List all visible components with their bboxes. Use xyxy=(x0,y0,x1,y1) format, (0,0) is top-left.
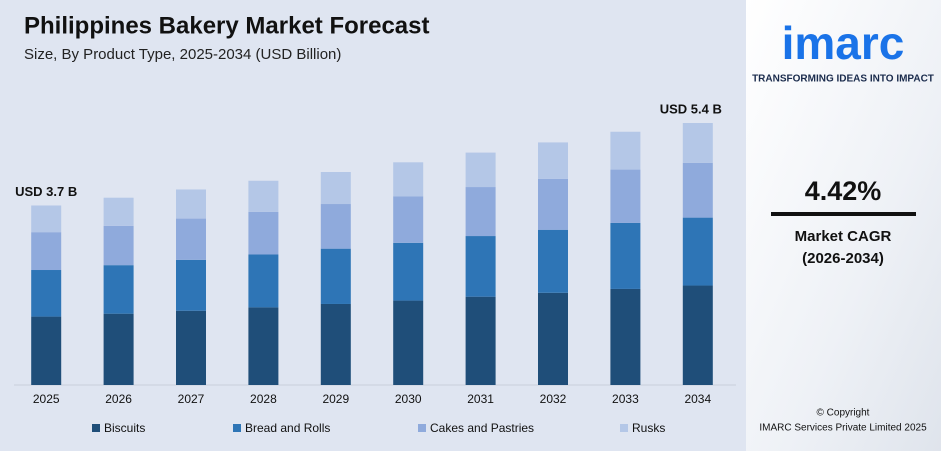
copyright: © Copyright xyxy=(817,408,870,419)
bar-segment xyxy=(610,288,641,385)
bar-segment xyxy=(248,307,279,385)
company: IMARC Services Private Limited 2025 xyxy=(759,423,927,434)
bar-segment xyxy=(682,217,713,286)
bar-segment xyxy=(538,229,568,293)
total-label: USD 5.4 B xyxy=(660,101,722,116)
legend-swatch xyxy=(418,424,426,432)
bar-segment xyxy=(31,205,62,233)
x-tick-label: 2029 xyxy=(322,392,349,406)
sidebar-background xyxy=(746,0,941,451)
x-tick-label: 2027 xyxy=(178,392,205,406)
bar-segment xyxy=(682,285,713,385)
bar-segment xyxy=(176,218,206,260)
x-tick-label: 2033 xyxy=(612,392,639,406)
bar-segment xyxy=(393,300,424,385)
x-tick-label: 2026 xyxy=(105,392,132,406)
bar-segment xyxy=(393,196,424,243)
bar-segment xyxy=(320,303,351,385)
x-tick-label: 2031 xyxy=(467,392,494,406)
bar-segment xyxy=(31,232,62,271)
chart-subtitle: Size, By Product Type, 2025-2034 (USD Bi… xyxy=(24,46,341,63)
logo: imarc xyxy=(782,17,905,69)
bar-segment xyxy=(393,242,424,301)
bar-segment xyxy=(31,270,62,317)
bar-segment xyxy=(103,313,134,385)
bar-segment xyxy=(682,123,713,163)
bar-segment xyxy=(103,225,134,266)
legend-label: Bread and Rolls xyxy=(245,421,330,435)
bar-segment xyxy=(176,310,206,385)
legend-swatch xyxy=(233,424,241,432)
bar-segment xyxy=(176,189,206,219)
bar-segment xyxy=(103,197,134,226)
bar-segment xyxy=(465,236,496,297)
legend-label: Cakes and Pastries xyxy=(430,421,534,435)
x-tick-label: 2028 xyxy=(250,392,277,406)
bar-segment xyxy=(538,178,568,230)
bar-segment xyxy=(320,172,351,205)
cagr-value: 4.42% xyxy=(805,176,882,206)
bar-segment xyxy=(393,162,424,197)
bar-segment xyxy=(248,180,279,212)
tagline: TRANSFORMING IDEAS INTO IMPACT xyxy=(752,74,934,85)
bar-segment xyxy=(103,265,134,314)
bar-segment xyxy=(682,162,713,218)
bar-segment xyxy=(248,254,279,308)
bar-segment xyxy=(610,169,641,223)
chart-title: Philippines Bakery Market Forecast xyxy=(24,12,430,39)
bar-segment xyxy=(176,259,206,311)
x-tick-label: 2034 xyxy=(684,392,711,406)
bar-segment xyxy=(248,211,279,255)
x-tick-label: 2025 xyxy=(33,392,60,406)
legend-swatch xyxy=(92,424,100,432)
bar-segment xyxy=(465,152,496,188)
legend-label: Biscuits xyxy=(104,421,145,435)
legend-label: Rusks xyxy=(632,421,665,435)
bar-segment xyxy=(320,204,351,249)
total-label: USD 3.7 B xyxy=(15,184,77,199)
cagr-period: (2026-2034) xyxy=(802,250,884,267)
bar-segment xyxy=(610,222,641,289)
bar-segment xyxy=(465,187,496,237)
bar-segment xyxy=(610,131,641,170)
cagr-label: Market CAGR xyxy=(795,228,892,245)
x-tick-label: 2030 xyxy=(395,392,422,406)
bar-segment xyxy=(320,248,351,304)
divider xyxy=(771,212,916,216)
bar-segment xyxy=(465,296,496,385)
bar-segment xyxy=(31,316,62,385)
x-tick-label: 2032 xyxy=(540,392,567,406)
bar-segment xyxy=(538,142,568,179)
legend-swatch xyxy=(620,424,628,432)
bar-segment xyxy=(538,292,568,385)
